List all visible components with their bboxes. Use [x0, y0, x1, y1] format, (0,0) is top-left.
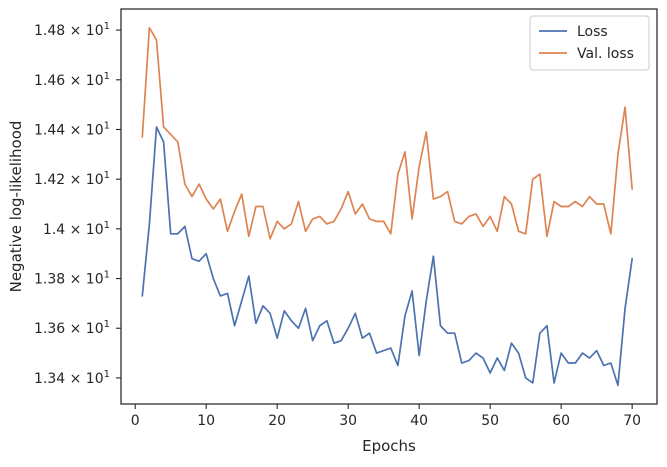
y-tick-exponent: 1	[104, 71, 110, 82]
y-tick-exponent: 1	[104, 170, 110, 181]
x-tick-label: 70	[623, 413, 641, 429]
y-tick-mantissa: 1.36	[34, 321, 65, 337]
series-lines	[141, 26, 634, 387]
y-tick-label: 1.34 × 101	[34, 369, 110, 387]
y-tick-base: 10	[86, 23, 104, 39]
x-axis-ticks: 0 10 20 30 40 50 60 70	[131, 404, 641, 429]
x-tick-label: 30	[339, 413, 357, 429]
y-tick-base: 10	[86, 122, 104, 138]
y-tick-base: 10	[86, 371, 104, 387]
y-tick-times: ×	[65, 321, 86, 337]
y-tick-label: 1.48 × 101	[34, 21, 110, 39]
x-tick-label: 20	[268, 413, 286, 429]
x-tick-label: 10	[197, 413, 215, 429]
y-tick-label: 1.44 × 101	[34, 120, 110, 138]
y-tick-exponent: 1	[104, 270, 110, 281]
y-tick-exponent: 1	[104, 120, 110, 131]
y-tick-base: 10	[86, 272, 104, 288]
y-tick-mantissa: 1.48	[34, 23, 65, 39]
y-tick-times: ×	[65, 371, 86, 387]
series-line-val-loss	[141, 26, 634, 240]
y-tick-times: ×	[65, 73, 86, 89]
y-tick-mantissa: 1.38	[34, 272, 65, 288]
x-axis-label: Epochs	[362, 437, 416, 455]
y-tick-base: 10	[86, 321, 104, 337]
y-tick-exponent: 1	[104, 319, 110, 330]
y-axis-label: Negative log-likelihood	[7, 121, 25, 293]
legend-label: Loss	[577, 24, 608, 40]
y-tick-label: 1.4 × 101	[43, 220, 110, 238]
y-tick-times: ×	[65, 172, 86, 188]
y-tick-exponent: 1	[104, 21, 110, 32]
x-tick-label: 60	[552, 413, 570, 429]
legend: Loss Val. loss	[529, 15, 650, 71]
plot-frame	[120, 8, 658, 405]
x-tick-label: 50	[481, 413, 499, 429]
x-tick-label: 40	[410, 413, 428, 429]
y-tick-label: 1.42 × 101	[34, 170, 110, 188]
y-tick-mantissa: 1.44	[34, 122, 65, 138]
series-line-loss	[141, 126, 634, 387]
y-tick-base: 10	[86, 222, 104, 238]
y-tick-mantissa: 1.46	[34, 73, 65, 89]
x-tick-label: 0	[131, 413, 140, 429]
y-tick-times: ×	[65, 222, 86, 238]
legend-box	[529, 15, 650, 71]
y-tick-label: 1.46 × 101	[34, 71, 110, 89]
y-tick-label: 1.36 × 101	[34, 319, 110, 337]
y-tick-label: 1.38 × 101	[34, 270, 110, 288]
y-tick-times: ×	[65, 122, 86, 138]
y-tick-exponent: 1	[104, 220, 110, 231]
y-tick-mantissa: 1.42	[34, 172, 65, 188]
legend-label: Val. loss	[577, 46, 634, 62]
y-tick-mantissa: 1.34	[34, 371, 65, 387]
y-tick-times: ×	[65, 272, 86, 288]
y-tick-base: 10	[86, 172, 104, 188]
y-tick-mantissa: 1.4	[43, 222, 65, 238]
y-tick-exponent: 1	[104, 369, 110, 380]
y-tick-times: ×	[65, 23, 86, 39]
y-tick-base: 10	[86, 73, 104, 89]
